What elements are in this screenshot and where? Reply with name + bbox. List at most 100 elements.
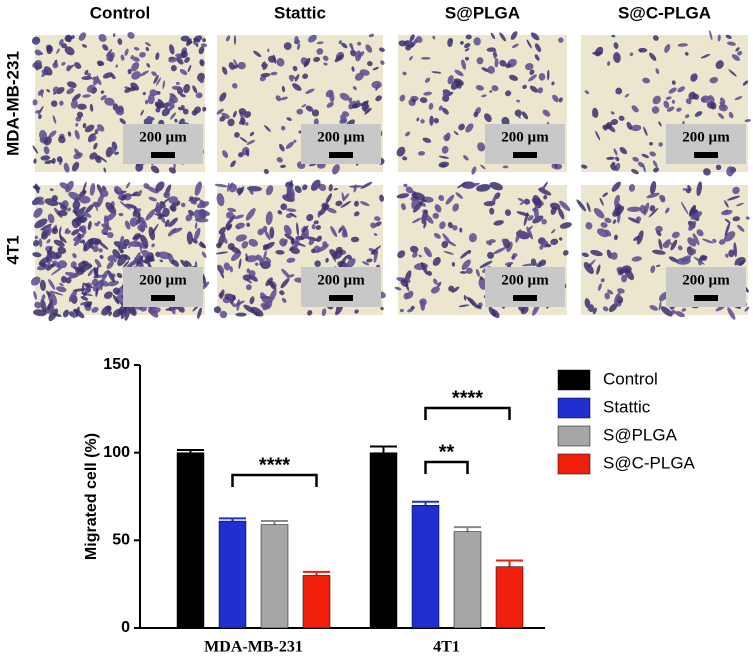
cell — [338, 40, 343, 45]
cell — [366, 61, 373, 67]
cell — [451, 286, 460, 293]
cell — [684, 114, 690, 119]
cell — [123, 239, 130, 247]
cell — [656, 264, 661, 267]
cell — [516, 99, 520, 103]
cell — [68, 191, 81, 201]
cell — [103, 291, 113, 299]
cell — [246, 268, 251, 274]
cell — [510, 31, 518, 40]
x-tick-label: MDA-MB-231 — [204, 639, 303, 656]
cell — [726, 195, 741, 201]
error-bar — [177, 449, 204, 453]
cell — [728, 111, 734, 119]
cell — [305, 88, 315, 94]
legend-label: Stattic — [603, 397, 651, 416]
cell — [646, 192, 660, 199]
cell — [418, 151, 426, 156]
cell — [146, 63, 151, 68]
cell — [595, 130, 601, 141]
cell — [148, 196, 157, 202]
cell — [438, 155, 450, 159]
cell — [180, 93, 186, 98]
cell — [468, 233, 477, 243]
cell — [141, 216, 148, 229]
bar — [369, 452, 398, 629]
cell — [728, 249, 735, 258]
cell — [35, 198, 45, 205]
cell — [718, 239, 726, 245]
cell — [148, 226, 156, 241]
cell — [744, 119, 751, 123]
cell — [216, 193, 225, 207]
cell — [198, 242, 206, 248]
cell — [145, 208, 156, 221]
cell — [732, 216, 741, 222]
cell — [517, 197, 524, 202]
cell — [254, 311, 260, 317]
cell — [58, 39, 64, 46]
cell — [81, 76, 93, 80]
cell — [527, 215, 534, 221]
cell — [521, 263, 537, 267]
legend-label: Control — [603, 369, 658, 388]
cell — [321, 308, 327, 317]
cell — [717, 34, 721, 42]
cell — [529, 85, 539, 93]
cell — [349, 42, 353, 48]
cell — [136, 190, 143, 197]
cell — [461, 259, 471, 270]
cell — [523, 212, 529, 226]
cell — [649, 52, 657, 61]
cell — [257, 228, 265, 236]
bar — [453, 531, 482, 629]
cell — [52, 312, 62, 318]
scale-bar — [694, 152, 718, 158]
cell — [441, 240, 449, 249]
cell — [465, 267, 473, 274]
cell — [145, 42, 151, 47]
cell — [698, 255, 708, 261]
cell — [313, 56, 321, 63]
cell — [87, 269, 94, 277]
cell — [559, 222, 572, 229]
cell — [416, 117, 420, 122]
cell — [86, 301, 93, 308]
cell — [315, 225, 322, 230]
cell — [534, 54, 540, 61]
cell — [468, 250, 472, 255]
error-bar — [412, 500, 439, 506]
y-tick-label: 100 — [103, 444, 130, 461]
cell — [464, 48, 470, 52]
cell — [264, 229, 271, 241]
cell — [465, 34, 472, 40]
cell — [357, 41, 362, 46]
cell — [166, 105, 175, 112]
cell — [135, 162, 144, 172]
cell — [82, 282, 94, 289]
cell — [170, 112, 177, 120]
cell — [438, 105, 443, 111]
cell — [611, 181, 621, 192]
cell — [112, 249, 121, 259]
cell — [184, 57, 190, 63]
cell — [262, 241, 275, 251]
error-bar — [261, 520, 288, 525]
cell — [134, 214, 139, 219]
cell — [30, 276, 41, 286]
cell — [613, 42, 619, 49]
cell — [281, 85, 286, 93]
cell — [430, 286, 440, 294]
cell — [33, 158, 37, 164]
cell — [61, 61, 66, 66]
cell — [92, 245, 99, 253]
cell — [106, 52, 115, 62]
cell — [33, 207, 43, 218]
cell — [227, 182, 230, 193]
cell — [86, 72, 92, 77]
cell — [264, 125, 271, 132]
cell — [82, 181, 87, 193]
cell — [473, 37, 481, 46]
cell — [164, 219, 170, 228]
cell — [524, 63, 534, 71]
